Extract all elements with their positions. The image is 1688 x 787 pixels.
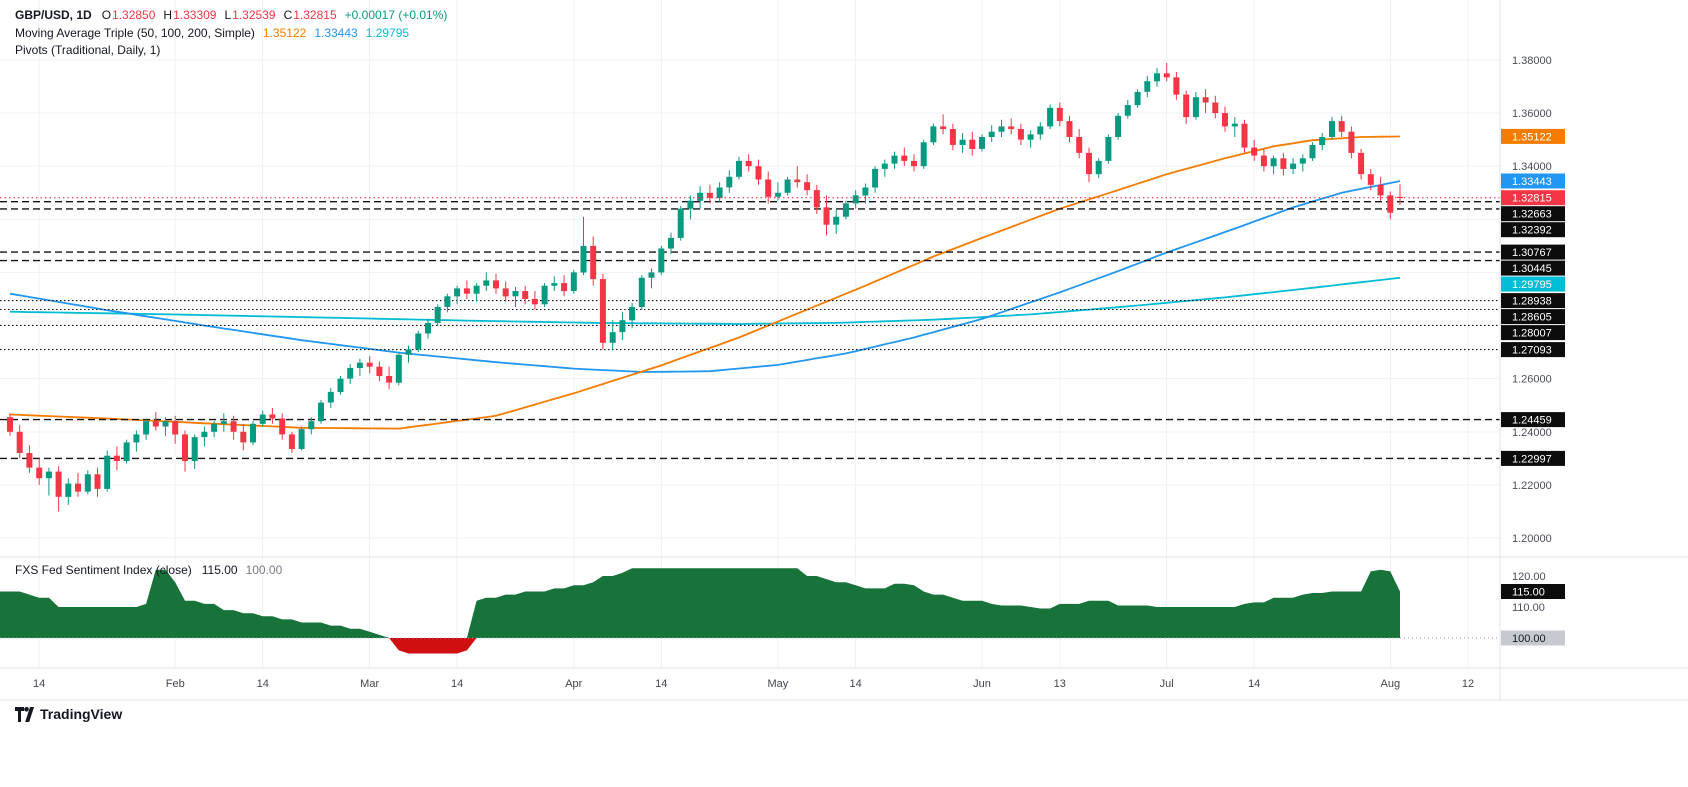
price-scale[interactable]	[1500, 0, 1688, 700]
price-change: +0.00017 (+0.01%)	[344, 8, 448, 22]
svg-text:1.32392: 1.32392	[1512, 225, 1552, 237]
time-axis-labels: 14 Feb 14 Mar 14 Apr 14 May 14 Jun 13 Jul 14 Aug 12	[33, 678, 1474, 690]
svg-text:14: 14	[655, 678, 667, 690]
svg-text:1.32663: 1.32663	[1512, 209, 1552, 221]
svg-text:14: 14	[850, 678, 862, 690]
svg-text:1.38000: 1.38000	[1512, 55, 1552, 67]
sentiment-indicator-title[interactable]: FXS Fed Sentiment Index (close)	[15, 563, 192, 577]
svg-text:1.26000: 1.26000	[1512, 374, 1552, 386]
svg-text:Feb: Feb	[166, 678, 185, 690]
svg-text:Mar: Mar	[360, 678, 379, 690]
axis-badges: 1.35122 1.33443 1.32815 1.32663 1.32392 1.307…	[1501, 128, 1565, 646]
ma-indicator-row: Moving Average Triple (50, 100, 200, Sim…	[15, 25, 447, 43]
ma-indicator-title[interactable]: Moving Average Triple (50, 100, 200, Sim…	[15, 25, 255, 40]
sma-50-line	[9, 135, 1401, 430]
svg-text:115.00: 115.00	[1512, 586, 1545, 598]
svg-text:14: 14	[257, 678, 269, 690]
svg-text:1.24459: 1.24459	[1512, 415, 1552, 427]
sentiment-area	[0, 568, 1500, 654]
svg-text:100.00: 100.00	[1512, 633, 1546, 645]
svg-text:Aug: Aug	[1380, 678, 1400, 690]
svg-text:Apr: Apr	[565, 678, 582, 690]
pivots-indicator-title[interactable]: Pivots (Traditional, Daily, 1)	[15, 43, 161, 57]
svg-text:Jul: Jul	[1160, 678, 1174, 690]
svg-text:1.20000: 1.20000	[1512, 533, 1552, 545]
svg-text:1.22997: 1.22997	[1512, 453, 1552, 465]
svg-text:120.00: 120.00	[1512, 571, 1546, 583]
svg-text:1.22000: 1.22000	[1512, 480, 1552, 492]
svg-text:14: 14	[33, 678, 45, 690]
candles	[7, 62, 1403, 512]
sma-200-line	[9, 276, 1401, 325]
sentiment-legend: FXS Fed Sentiment Index (close) 115.00 1…	[15, 562, 282, 580]
svg-text:1.33443: 1.33443	[1512, 176, 1552, 188]
sentiment-baseline-value: 100.00	[245, 563, 283, 577]
svg-text:1.27093: 1.27093	[1512, 345, 1552, 357]
tradingview-logo-text: TradingView	[40, 706, 123, 722]
ma200-value: 1.29795	[365, 25, 410, 40]
price-scale-labels: 1.38000 1.36000 1.34000 1.26000 1.24000 1.220…	[1512, 55, 1552, 614]
pivots-indicator-row: Pivots (Traditional, Daily, 1)	[15, 42, 447, 60]
svg-text:1.29795: 1.29795	[1512, 279, 1552, 291]
tradingview-icon	[15, 706, 34, 722]
ma50-value: 1.35122	[262, 25, 307, 40]
ohlc-close: C 1.32815	[283, 8, 337, 22]
sentiment-value: 115.00	[201, 563, 238, 577]
symbol-row: GBP/USD, 1D O 1.32850 H 1.33309 L 1.32539 C…	[15, 7, 447, 25]
svg-text:1.35122: 1.35122	[1512, 131, 1552, 143]
svg-text:110.00: 110.00	[1512, 602, 1545, 614]
ohlc-low: L 1.32539	[224, 8, 276, 22]
pivot-lines	[0, 200, 1500, 460]
ohlc-high: H 1.33309	[163, 8, 217, 22]
svg-text:13: 13	[1054, 678, 1066, 690]
ohlc-open: O 1.32850	[101, 8, 156, 22]
svg-text:14: 14	[451, 678, 463, 690]
svg-text:1.24000: 1.24000	[1512, 427, 1552, 439]
svg-text:1.34000: 1.34000	[1512, 161, 1552, 173]
svg-text:1.28007: 1.28007	[1512, 328, 1552, 340]
svg-text:1.30767: 1.30767	[1512, 247, 1552, 259]
sma-100-line	[9, 180, 1401, 373]
svg-text:1.28605: 1.28605	[1512, 312, 1552, 324]
svg-text:1.36000: 1.36000	[1512, 108, 1552, 120]
svg-text:12: 12	[1462, 678, 1474, 690]
main-legend: GBP/USD, 1D O 1.32850 H 1.33309 L 1.32539 C…	[15, 7, 447, 60]
time-scale[interactable]	[0, 668, 1500, 700]
svg-text:1.32815: 1.32815	[1512, 193, 1552, 205]
symbol-title[interactable]: GBP/USD, 1D	[15, 8, 92, 22]
separators	[0, 0, 1688, 701]
ma100-value: 1.33443	[314, 25, 358, 40]
svg-text:Jun: Jun	[973, 678, 991, 690]
svg-text:1.30445: 1.30445	[1512, 263, 1552, 275]
tradingview-logo[interactable]: TradingView	[15, 706, 122, 722]
svg-text:14: 14	[1248, 678, 1260, 690]
svg-text:1.28938: 1.28938	[1512, 296, 1552, 308]
svg-text:May: May	[768, 678, 789, 690]
